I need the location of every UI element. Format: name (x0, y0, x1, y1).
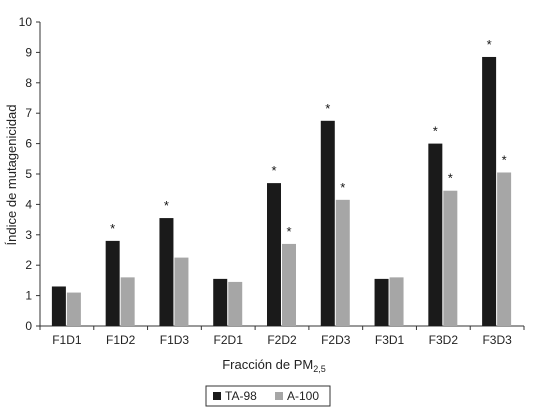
legend-label: A-100 (287, 389, 319, 403)
bar-a-100-f1d2 (120, 277, 135, 326)
bar-a-100-f3d1 (389, 277, 404, 326)
bar-ta-98-f1d2 (105, 240, 120, 326)
x-tick-label: F2D1 (214, 333, 244, 347)
x-axis-title-subscript: 2,5 (313, 364, 326, 374)
x-axis-title-main: Fracción de PM (222, 357, 313, 372)
y-tick-label: 7 (25, 106, 32, 120)
bar-a-100-f1d3 (174, 257, 189, 326)
bar-ta-98-f2d2 (267, 183, 281, 326)
x-tick-label: F1D3 (160, 333, 190, 347)
y-tick-label: 2 (25, 258, 32, 272)
bar-ta-98-f3d3 (482, 56, 497, 327)
legend-label: TA-98 (225, 389, 257, 403)
bars (51, 56, 512, 327)
bar-ta-98-f3d2 (428, 143, 443, 326)
significance-marker: * (502, 152, 507, 167)
bar-ta-98-f3d1 (374, 278, 389, 326)
labels: 0 1 2 3 4 5 6 7 8 9 10 F1D1 F1D2 * F1D3 * F2D1 F2D2 * * F2D3… (19, 15, 512, 347)
x-tick-label: F1D2 (106, 333, 136, 347)
y-tick-label: 1 (25, 289, 32, 303)
x-tick-label: F2D2 (267, 333, 297, 347)
significance-marker: * (325, 101, 330, 116)
significance-marker: * (433, 124, 438, 139)
y-tick-label: 3 (25, 228, 32, 242)
bar-a-100-f3d2 (443, 190, 458, 326)
y-tick-label: 6 (25, 137, 32, 151)
bar-ta-98-f2d1 (213, 278, 228, 326)
bar-a-100-f2d3 (335, 199, 350, 326)
bar-a-100-f2d1 (228, 281, 243, 326)
y-tick-label: 0 (25, 319, 32, 333)
significance-marker: * (271, 163, 276, 178)
significance-marker: * (110, 221, 115, 236)
legend-box (205, 385, 331, 407)
legend-swatch-ta-98 (213, 392, 221, 400)
bar-a-100-f2d2 (282, 243, 296, 326)
significance-marker: * (448, 171, 453, 186)
x-tick-label: F3D1 (375, 333, 405, 347)
bar-ta-98-f2d3 (320, 120, 335, 326)
x-tick-label: F3D2 (429, 333, 459, 347)
significance-marker: * (164, 198, 169, 213)
bar-a-100-f3d3 (497, 172, 512, 326)
legend-swatch-a-100 (275, 392, 283, 400)
x-tick-label: F3D3 (482, 333, 512, 347)
y-tick-label: 8 (25, 76, 32, 90)
y-axis-title: Índice de mutagenicidad (4, 105, 19, 246)
x-tick-label: F2D3 (321, 333, 351, 347)
significance-marker: * (340, 180, 345, 195)
legend: TA-98 A-100 (205, 385, 331, 407)
bar-a-100-f1d1 (66, 292, 81, 326)
bar-ta-98-f1d3 (159, 218, 174, 326)
y-tick-label: 9 (25, 45, 32, 59)
significance-marker: * (487, 37, 492, 52)
x-tick-label: F1D1 (52, 333, 82, 347)
y-tick-label: 5 (25, 167, 32, 181)
bar-ta-98-f1d1 (51, 286, 66, 326)
significance-marker: * (286, 224, 291, 239)
x-axis-title: Fracción de PM2,5 (222, 357, 326, 374)
y-tick-label: 10 (19, 15, 33, 29)
y-tick-label: 4 (25, 197, 32, 211)
